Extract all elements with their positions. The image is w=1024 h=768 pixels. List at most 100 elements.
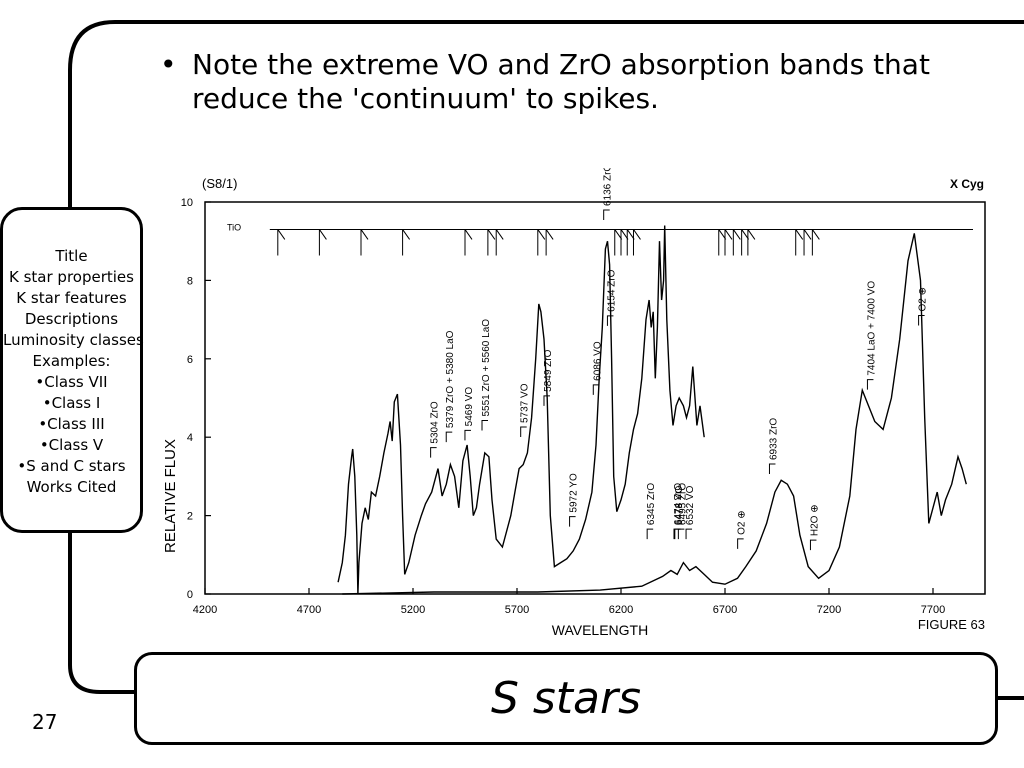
annotation-bracket-14 xyxy=(685,528,693,540)
annotation-label-10: 6345 ZrO xyxy=(646,483,657,525)
nav-item-k-star-properties[interactable]: K star properties xyxy=(9,268,134,286)
annotation-label-16: 6933 ZrO xyxy=(768,418,779,460)
tio-tick-4 xyxy=(464,229,473,256)
y-tick-label-3: 6 xyxy=(187,354,193,366)
nav-item-descriptions[interactable]: Descriptions xyxy=(24,310,119,328)
x-tick-label-5: 6700 xyxy=(713,604,737,616)
x-tick-label-2: 5200 xyxy=(401,604,425,616)
annotation-label-17: H2O ⊕ xyxy=(809,504,820,536)
x-tick-label-1: 4700 xyxy=(297,604,321,616)
x-tick-label-0: 4200 xyxy=(193,604,217,616)
annotation-bracket-13 xyxy=(677,528,685,540)
annotation-bracket-4 xyxy=(520,426,527,438)
annotation-label-1: 5379 ZrO + 5380 LaO xyxy=(445,330,456,428)
series-line-spectrum xyxy=(337,225,705,595)
annotation-label-11: 6474 ZrO xyxy=(673,483,684,525)
nav-item-works-cited[interactable]: Works Cited xyxy=(26,478,117,496)
nav-item-class-vii[interactable]: •Class VII xyxy=(35,373,108,391)
y-tick-label-1: 2 xyxy=(187,511,193,523)
slide-title: S stars xyxy=(490,673,642,724)
nav-item-class-i[interactable]: •Class I xyxy=(42,394,101,412)
annotation-label-6: 5972 YO xyxy=(569,473,580,513)
annotation-label-4: 5737 VO xyxy=(520,383,531,423)
tio-tick-15 xyxy=(732,229,741,256)
bullet-point: • Note the extreme VO and ZrO absorption… xyxy=(160,48,990,116)
annotation-bracket-17 xyxy=(809,539,817,551)
series-line-lower-trace xyxy=(342,233,967,595)
annotation-bracket-5 xyxy=(543,395,550,406)
tio-tick-18 xyxy=(795,229,804,256)
tio-tick-7 xyxy=(537,229,546,256)
x-tick-label-4: 6200 xyxy=(609,604,633,616)
annotation-label-15: O2 ⊕ xyxy=(737,510,748,535)
tio-tick-2 xyxy=(360,229,369,256)
tio-label: TiO xyxy=(227,222,241,232)
nav-item-class-iii[interactable]: •Class III xyxy=(38,415,105,433)
annotation-label-3: 5551 ZrO + 5560 LaO xyxy=(481,319,492,417)
tio-tick-5 xyxy=(487,229,496,256)
annotation-bracket-0 xyxy=(430,447,437,458)
annotation-bracket-8 xyxy=(603,209,610,221)
annotation-label-19: O2 ⊕ xyxy=(918,287,929,312)
tio-tick-6 xyxy=(495,229,504,256)
annotation-label-12: 6478 VO xyxy=(674,485,685,525)
nav-item-examples[interactable]: Examples: xyxy=(32,352,111,370)
chart-axes: 4200 4700 5200 5700 6200 6700 7200 7700 0 2 4 6 8 10 xyxy=(181,197,986,616)
x-tick-label-7: 7700 xyxy=(921,604,945,616)
annotation-bracket-9 xyxy=(606,315,614,326)
nav-item-s-and-c-stars[interactable]: •S and C stars xyxy=(17,457,126,475)
annotation-label-2: 5469 VO xyxy=(464,387,475,427)
tio-tick-8 xyxy=(545,229,554,256)
annotation-bracket-12 xyxy=(674,528,681,540)
plot-frame xyxy=(204,201,986,595)
y-tick-label-0: 0 xyxy=(187,589,193,601)
navigation-menu: Title K star properties K star features … xyxy=(0,207,144,533)
tio-tick-17 xyxy=(747,229,756,256)
y-tick-label-5: 10 xyxy=(181,197,193,209)
tio-tick-19 xyxy=(803,229,812,256)
nav-item-k-star-features[interactable]: K star features xyxy=(16,289,127,307)
nav-item-title[interactable]: Title xyxy=(55,247,88,265)
y-tick-label-4: 8 xyxy=(187,275,193,287)
tio-tick-1 xyxy=(318,229,327,256)
annotation-bracket-7 xyxy=(592,384,600,395)
x-tick-label-6: 7200 xyxy=(817,604,841,616)
nav-item-class-v[interactable]: •Class V xyxy=(39,436,104,454)
annotation-bracket-15 xyxy=(737,538,744,549)
tio-reference-line: TiO xyxy=(227,222,973,256)
annotation-label-14: 6532 VO xyxy=(685,485,696,525)
figure-label: FIGURE 63 xyxy=(918,617,985,632)
annotation-bracket-3 xyxy=(481,420,489,431)
slide-title-box: S stars xyxy=(134,652,998,745)
annotation-bracket-10 xyxy=(646,528,654,540)
annotation-label-0: 5304 ZrO xyxy=(430,401,441,443)
annotation-label-8: 6136 ZrO xyxy=(603,168,614,206)
annotation-bracket-2 xyxy=(464,429,471,441)
annotation-bracket-19 xyxy=(918,314,925,326)
annotation-label-7: 6086 VO xyxy=(592,341,603,381)
annotation-label-13: 6495 ZrO xyxy=(677,483,688,525)
tio-tick-14 xyxy=(724,229,733,256)
annotation-label-9: 6154 ZrO xyxy=(606,269,617,311)
bullet-marker: • xyxy=(160,48,177,81)
y-tick-label-2: 4 xyxy=(187,432,193,444)
tio-tick-20 xyxy=(811,229,820,256)
chart-header-right: X Cyg xyxy=(950,177,984,191)
tio-tick-12 xyxy=(632,229,641,256)
spectrum-chart: 4200 4700 5200 5700 6200 6700 7200 77000246810 … xyxy=(162,168,986,638)
annotation-label-5: 5849 ZrO xyxy=(543,349,554,391)
tio-tick-0 xyxy=(277,229,286,256)
chart-header-left: (S8/1) xyxy=(202,176,237,191)
chart-annotations: 5304 ZrO 5379 ZrO + 5380 LaO 5469 VO 5551 Z… xyxy=(430,168,929,551)
x-tick-label-3: 5700 xyxy=(505,604,529,616)
bullet-text: Note the extreme VO and ZrO absorption b… xyxy=(192,48,930,115)
annotation-bracket-1 xyxy=(445,431,453,443)
tio-tick-3 xyxy=(402,229,411,256)
annotation-bracket-16 xyxy=(768,463,776,475)
annotation-bracket-18 xyxy=(866,379,874,390)
annotation-label-18: 7404 LaO + 7400 VO xyxy=(866,281,877,376)
y-axis-label: RELATIVE FLUX xyxy=(162,439,179,553)
nav-item-luminosity-classes[interactable]: Luminosity classes xyxy=(3,331,144,349)
annotation-bracket-6 xyxy=(569,516,576,527)
